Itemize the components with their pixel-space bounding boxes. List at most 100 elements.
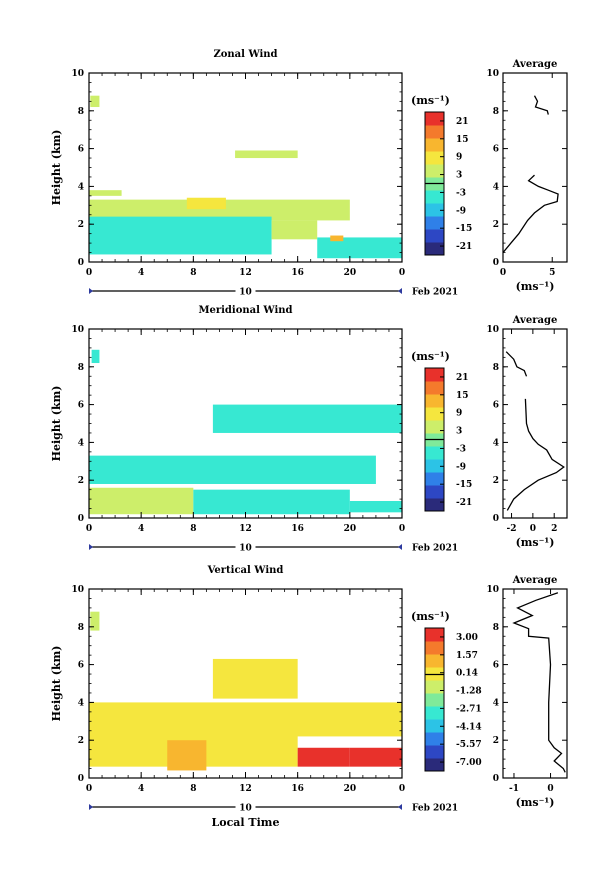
wind-region [167,740,207,771]
average-y-tick-label: 4 [493,438,499,448]
colorbar-segment [425,654,444,668]
wind-region [349,747,402,767]
average-profile-line [533,95,549,115]
colorbar-segment [425,190,444,204]
date-bar-start-marker [89,288,93,294]
colorbar-segment [425,112,444,126]
x-tick-label: 0 [86,268,92,278]
colorbar-tick-label: 21 [456,373,469,383]
colorbar-segment [425,758,444,772]
x-tick-label: 4 [138,268,144,278]
average-x-tick-label: 2 [551,524,557,534]
x-tick-label: 20 [344,784,357,794]
average-x-tick-label: -2 [507,524,517,534]
colorbar-tick-label: 1.57 [456,651,478,661]
colorbar-tick-label: -3 [456,444,466,454]
average-title: Average [512,575,558,586]
colorbar-tick-label: 0.14 [456,669,478,679]
y-axis-label: Height (km) [50,386,63,462]
average-profile-line [502,174,559,254]
average-y-tick-label: 8 [493,107,499,117]
wind-region [271,220,318,240]
average-x-label: (ms⁻¹) [516,280,555,293]
average-y-tick-label: 6 [493,401,499,411]
average-x-tick-label: 0 [547,784,553,794]
colorbar-segment [425,203,444,217]
wind-region [91,349,100,364]
x-tick-label: 8 [190,524,196,534]
date-bar-month: Feb 2021 [412,544,458,554]
colorbar-tick-label: -7.00 [456,758,482,768]
colorbar-tick-label: 21 [456,117,469,127]
colorbar-unit: (ms⁻¹) [411,610,450,623]
x-tick-label: 16 [291,784,304,794]
date-bar-end-marker [398,544,402,550]
colorbar-segment [425,138,444,152]
colorbar-tick-label: -2.71 [456,704,482,714]
date-bar-end-marker [398,288,402,294]
average-y-tick-label: 6 [493,661,499,671]
colorbar-tick-label: 3 [456,171,462,181]
y-tick-label: 10 [71,325,84,335]
average-profile-line [512,592,566,773]
average-y-tick-label: 2 [493,220,499,230]
y-tick-label: 6 [78,145,84,155]
wind-region [330,235,344,242]
y-tick-label: 8 [78,623,84,633]
average-y-tick-label: 0 [493,514,499,524]
date-bar-month: Feb 2021 [412,804,458,814]
average-y-tick-label: 4 [493,698,499,708]
date-bar-label-bg [235,541,256,553]
x-tick-label: 12 [239,784,252,794]
colorbar-segment [425,394,444,408]
x-tick-label: 0 [399,524,405,534]
x-tick-label: 4 [138,524,144,534]
colorbar-segment [425,745,444,759]
x-tick-label: 20 [344,268,357,278]
average-x-label: (ms⁻¹) [516,796,555,809]
colorbar-segment [425,459,444,473]
wind-region [212,658,298,699]
average-x-tick-label: 5 [549,268,555,278]
colorbar-tick-label: 15 [456,135,469,145]
date-bar-day: 10 [239,544,252,554]
colorbar-segment [425,680,444,694]
chart-title: Zonal Wind [213,49,277,60]
y-tick-label: 2 [78,476,84,486]
y-tick-label: 0 [78,774,84,784]
average-y-tick-label: 8 [493,363,499,373]
colorbar-unit: (ms⁻¹) [411,94,450,107]
y-tick-label: 2 [78,220,84,230]
average-y-tick-label: 0 [493,774,499,784]
wind-region [89,199,350,221]
wind-region [89,487,194,515]
colorbar-tick-label: -1.28 [456,686,482,696]
average-y-tick-label: 10 [486,325,499,335]
colorbar-unit: (ms⁻¹) [411,350,450,363]
y-tick-label: 8 [78,363,84,373]
chart-title: Meridional Wind [198,305,292,316]
colorbar-tick-label: 9 [456,153,462,163]
y-tick-label: 0 [78,258,84,268]
colorbar-tick-label: -9 [456,462,466,472]
average-y-tick-label: 10 [486,585,499,595]
wind-region [89,455,376,484]
colorbar-segment [425,242,444,256]
average-title: Average [512,315,558,326]
average-profile-line [506,398,565,511]
average-y-tick-label: 4 [493,182,499,192]
colorbar-segment [425,151,444,165]
average-x-label: (ms⁻¹) [516,536,555,549]
x-tick-label: 0 [399,268,405,278]
average-y-tick-label: 10 [486,69,499,79]
x-tick-label: 0 [86,524,92,534]
x-tick-label: 12 [239,268,252,278]
colorbar-tick-label: 3 [456,427,462,437]
colorbar-segment [425,485,444,499]
date-bar-day: 10 [239,288,252,298]
x-tick-label: 0 [399,784,405,794]
colorbar-tick-label: 3.00 [456,633,478,643]
y-axis-label: Height (km) [50,646,63,722]
y-tick-label: 8 [78,107,84,117]
